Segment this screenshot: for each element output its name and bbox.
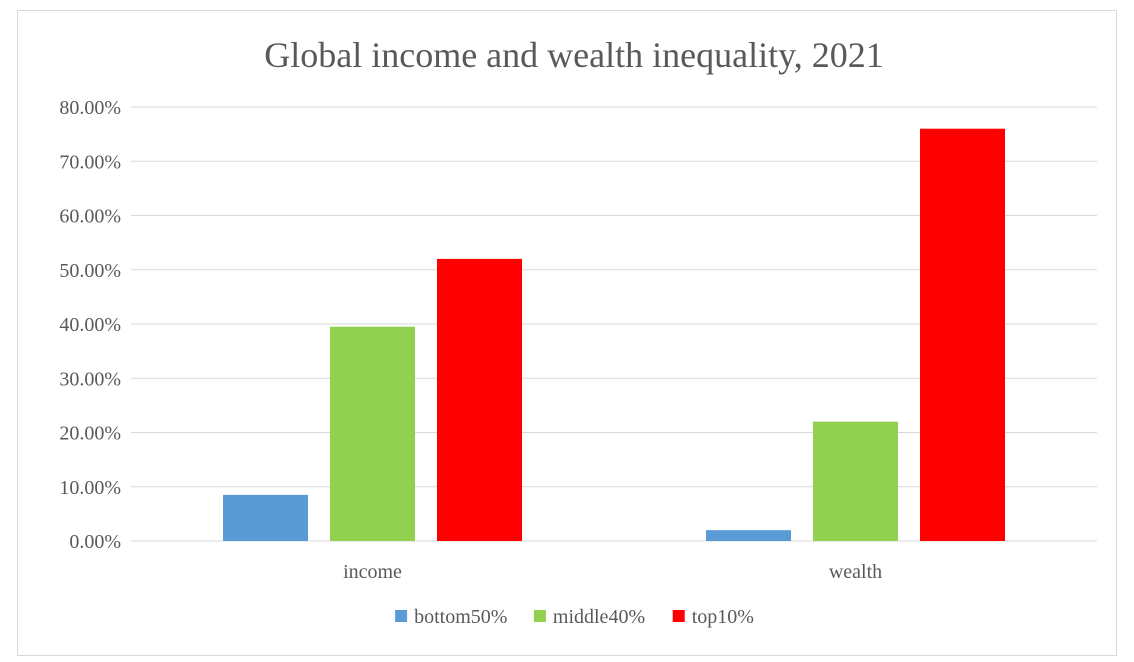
y-tick-label: 20.00% <box>59 423 121 445</box>
gridlines <box>131 106 1097 542</box>
x-tick-label: wealth <box>829 561 882 583</box>
y-tick-label: 50.00% <box>59 260 121 282</box>
y-axis: 0.00% 10.00% 20.00% 30.00% 40.00% 50.00% 60.00… <box>59 97 121 553</box>
bar-chart: Global income and wealth inequality, 202… <box>59 35 1097 628</box>
y-tick-label: 70.00% <box>59 151 121 173</box>
x-tick-label: income <box>343 561 402 583</box>
bar-top10pct-income <box>437 258 522 541</box>
chart-title: Global income and wealth inequality, 202… <box>264 35 884 75</box>
chart-area: Global income and wealth inequality, 202… <box>17 10 1117 656</box>
bar-bottom50pct-income <box>223 494 308 541</box>
legend-swatch <box>533 610 546 622</box>
y-tick-label: 80.00% <box>59 97 121 119</box>
bar-middle40pct-income <box>330 326 415 541</box>
legend: bottom50% middle40% top10% <box>395 606 754 628</box>
y-tick-label: 0.00% <box>69 531 121 553</box>
bar-middle40pct-wealth <box>813 421 898 541</box>
legend-label: bottom50% <box>414 606 507 628</box>
bar-bottom50pct-wealth <box>706 530 791 541</box>
y-tick-label: 40.00% <box>59 314 121 336</box>
y-tick-label: 60.00% <box>59 206 121 228</box>
bars <box>223 128 1005 541</box>
y-tick-label: 10.00% <box>59 477 121 499</box>
y-tick-label: 30.00% <box>59 368 121 390</box>
legend-swatch <box>395 610 408 622</box>
legend-label: top10% <box>692 606 754 628</box>
bar-top10pct-wealth <box>920 128 1005 541</box>
legend-swatch <box>672 610 685 622</box>
x-axis: income wealth <box>343 561 882 583</box>
legend-label: middle40% <box>553 606 645 628</box>
